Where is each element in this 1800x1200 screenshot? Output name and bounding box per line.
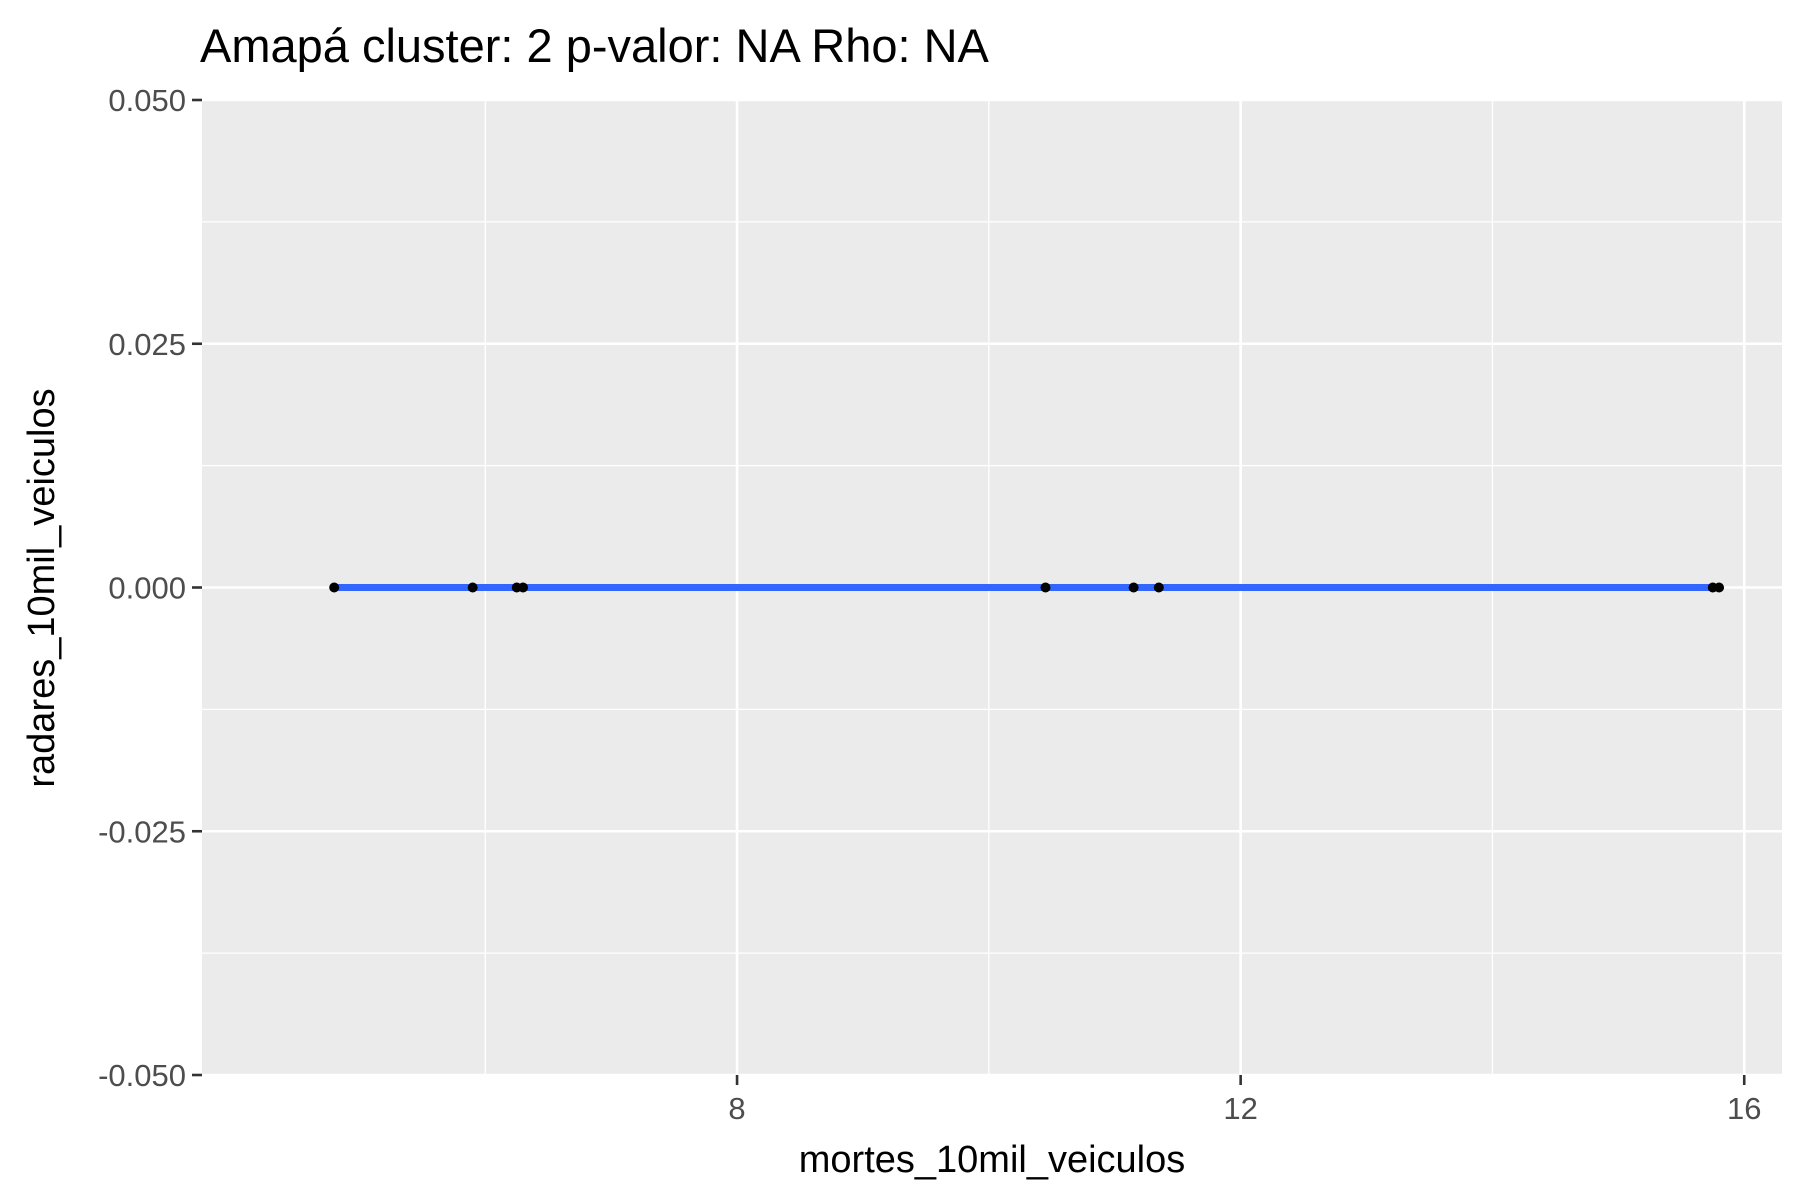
- x-tick-label: 12: [1223, 1091, 1257, 1126]
- data-point: [1714, 582, 1725, 593]
- y-tick-label: 0.025: [108, 327, 186, 362]
- data-point: [1040, 582, 1051, 593]
- points-layer: [329, 582, 1725, 593]
- data-point: [1128, 582, 1139, 593]
- data-point: [467, 582, 478, 593]
- y-tick-label: -0.050: [98, 1058, 186, 1093]
- data-point: [1153, 582, 1164, 593]
- x-tick-label: 16: [1727, 1091, 1761, 1126]
- x-axis-title: mortes_10mil_veiculos: [799, 1139, 1186, 1181]
- data-point: [329, 582, 340, 593]
- y-tick-label: 0.000: [108, 571, 186, 606]
- data-point: [518, 582, 529, 593]
- y-tick-label: 0.050: [108, 83, 186, 118]
- x-axis: 8 12 16: [728, 1075, 1761, 1126]
- y-axis: 0.050 0.025 0.000 -0.025 -0.050: [98, 83, 202, 1093]
- major-gridlines: [202, 98, 1782, 1077]
- y-tick-label: -0.025: [98, 814, 186, 849]
- chart-title: Amapá cluster: 2 p-valor: NA Rho: NA: [200, 19, 990, 72]
- x-tick-label: 8: [728, 1091, 745, 1126]
- y-axis-title: radares_10mil_veiculos: [21, 388, 63, 787]
